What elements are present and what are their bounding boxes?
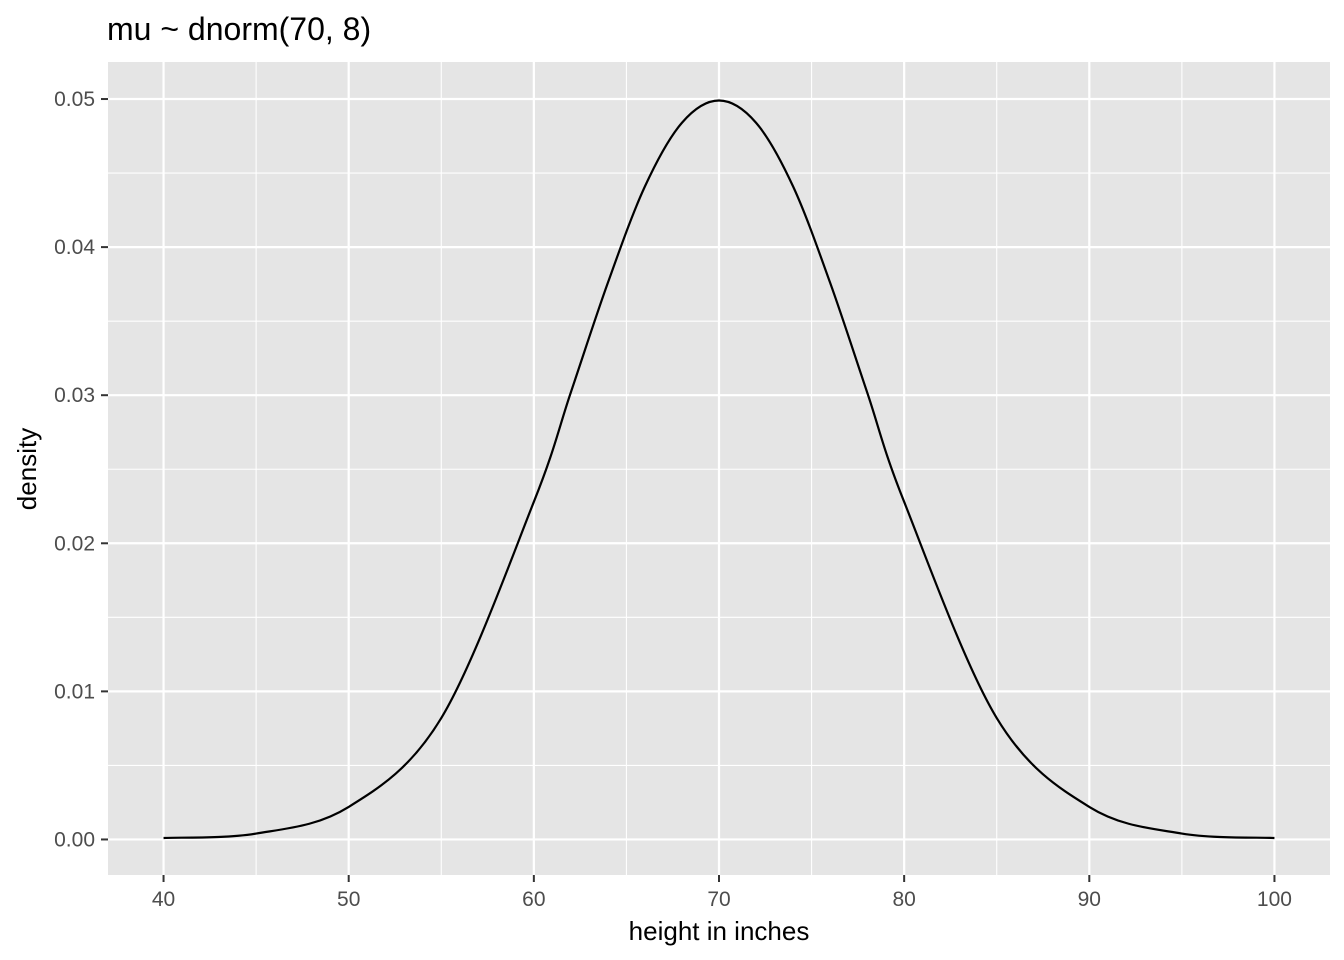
x-tick-label: 70 <box>707 888 730 911</box>
y-axis-title: density <box>12 428 42 510</box>
density-curve <box>163 99 1275 840</box>
major-gridlines <box>108 62 1330 875</box>
series-layer <box>163 99 1275 840</box>
y-tick-label: 0.02 <box>54 532 95 555</box>
x-axis-title: height in inches <box>629 916 810 946</box>
x-tick-label: 40 <box>152 888 175 911</box>
x-tick-label: 50 <box>337 888 360 911</box>
chart-title: mu ~ dnorm(70, 8) <box>107 11 371 47</box>
x-tick-label: 90 <box>1078 888 1101 911</box>
y-tick-label: 0.00 <box>54 828 95 851</box>
y-tick-label: 0.04 <box>54 236 95 259</box>
x-tick-label: 60 <box>522 888 545 911</box>
x-tick-label: 80 <box>892 888 915 911</box>
x-axis-ticks: 40 50 60 70 80 90 100 <box>152 875 1292 911</box>
y-tick-label: 0.05 <box>54 88 95 111</box>
x-tick-label: 100 <box>1257 888 1292 911</box>
y-tick-label: 0.01 <box>54 680 95 703</box>
y-axis-ticks: 0.00 0.01 0.02 0.03 0.04 0.05 <box>54 88 108 851</box>
y-tick-label: 0.03 <box>54 384 95 407</box>
